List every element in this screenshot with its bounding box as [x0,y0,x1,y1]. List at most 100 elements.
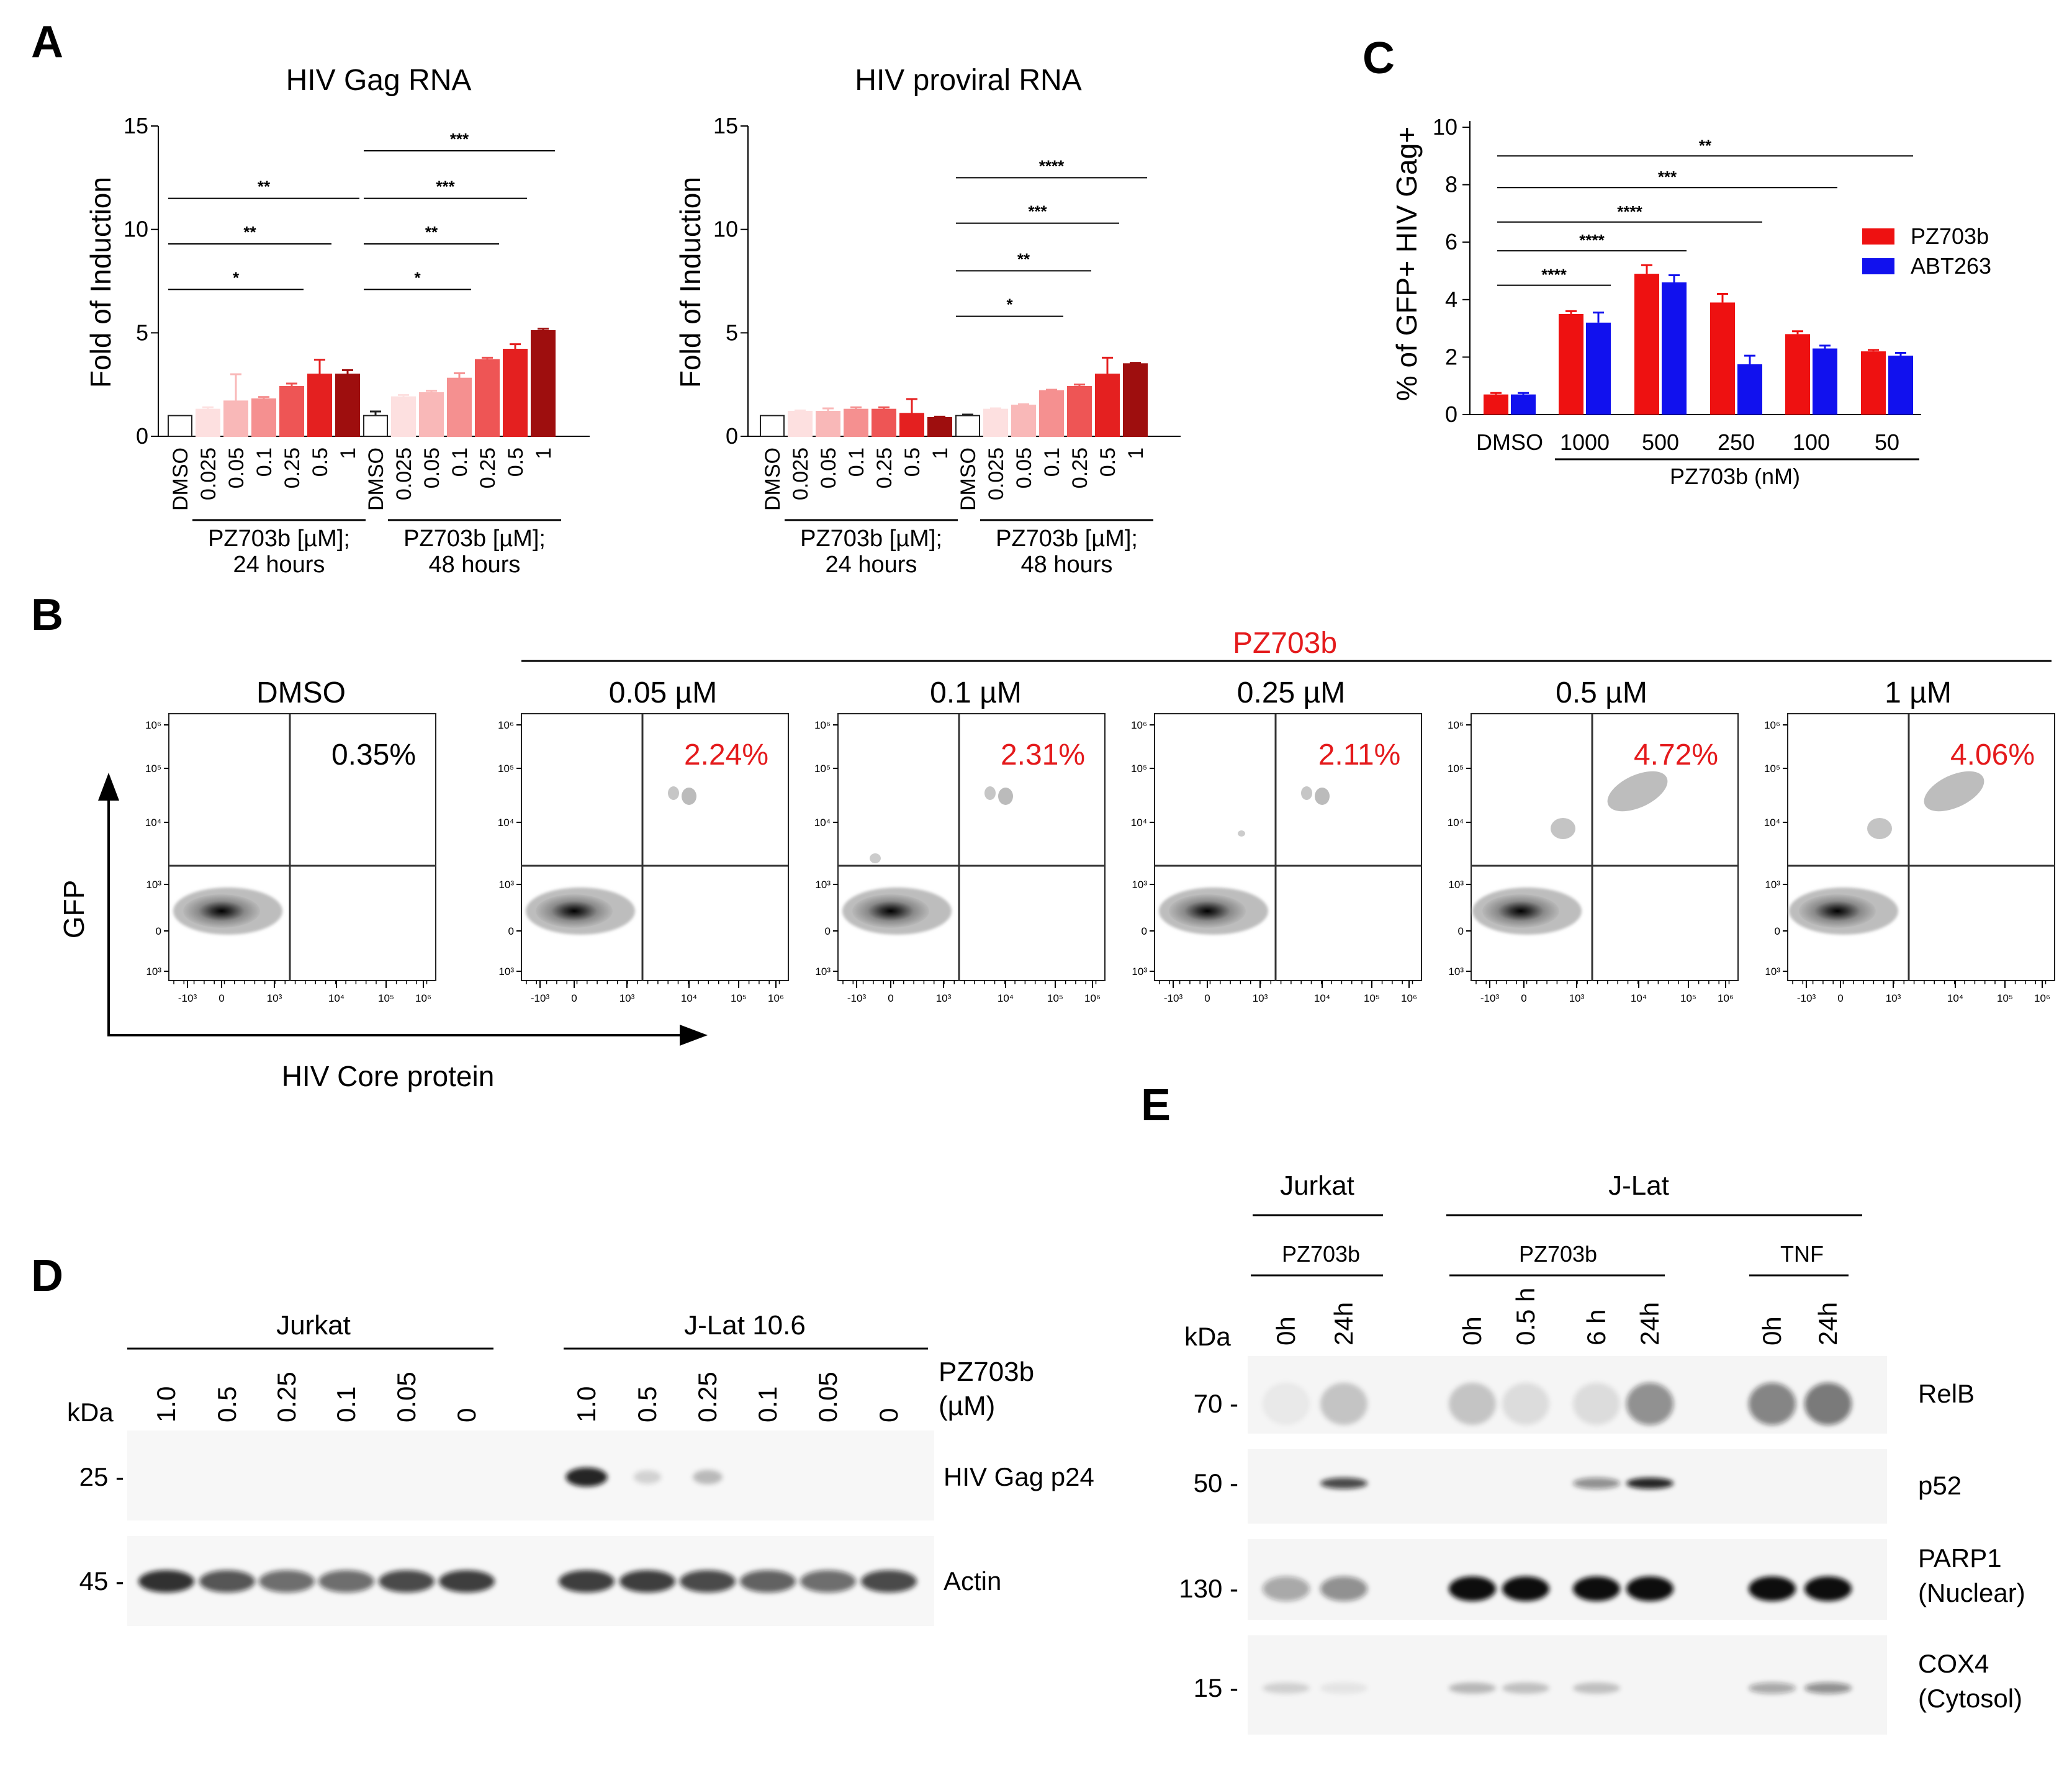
population-core [1482,894,1559,928]
lane-label: 0.25 [272,1372,301,1422]
bar [983,408,1008,438]
flow-plot-1: DMSO 0.35% 10⁶ 10⁵ 10⁴ 10³ 0 10³ -10³ 0 10³ 10⁴ 10⁵ 1… [145,676,436,1004]
blot-lanes: 1.0 0.5 0.25 0.1 0.05 0 1.0 0.5 0.25 0.1 0.05 0 25 -… [79,1372,1094,1626]
x-category-label: 1 [336,447,360,459]
protein-band [1749,1682,1796,1694]
bar [1039,390,1064,438]
x-category-label: 0.05 [817,447,840,488]
y-tick-label: 10³ [1765,879,1780,891]
molecular-weight-marker: 45 - [79,1566,124,1596]
molecular-weight-marker: 70 - [1194,1389,1238,1418]
y-tick-label: 10⁵ [145,763,161,775]
protein-band [1573,1682,1620,1694]
bar [899,413,924,437]
x-category-label: 250 [1718,429,1755,455]
positive-population [998,788,1013,805]
x-category-label: 100 [1793,429,1830,455]
bar [1011,405,1036,437]
bar [531,330,556,437]
y-tick-label: 5 [136,320,148,345]
y-tick-label: 8 [1445,172,1457,197]
y-tick-label: 10⁴ [145,817,161,829]
y-tick-label: 10³ [146,879,161,891]
flow-plot-4: 0.25 µM 2.11% 10⁶ 10⁵ 10⁴ 10³ 0 10³ -10³ 0 10³ 10⁴ 1… [1131,676,1422,1004]
positive-population [1301,786,1312,800]
y-tick-label: 10⁴ [814,817,831,829]
lane-label: 0h [1757,1316,1786,1345]
quadrant-percentage: 0.35% [331,739,416,771]
positive-population [1551,818,1575,839]
protein-band [1804,1682,1852,1694]
x-tick-label: 10⁵ [378,992,394,1004]
significance-label: *** [436,177,455,196]
y-tick-label: 10³ [498,879,514,891]
plot-frame [837,713,1106,981]
group-label: PZ703b [µM]; [208,526,350,552]
bar [391,396,416,438]
y-tick-label: 10 [124,217,148,242]
bar [844,408,868,438]
x-category-label: DMSO [1476,429,1543,455]
x-category-label: 0.025 [984,447,1008,500]
protein-label: COX4 [1918,1649,1989,1678]
y-axis-label: Fold of Induction [84,177,117,388]
bar [279,386,304,437]
gfp-axis-label: GFP [58,880,90,939]
significance-label: **** [1039,156,1065,175]
panel-label-d: D [31,1251,63,1301]
gfp-arrow-head [98,773,119,801]
treatment-label-tnf: TNF [1780,1241,1824,1267]
bar [196,408,220,438]
protein-band [1320,1576,1367,1601]
lane-label: 24h [1813,1302,1842,1345]
protein-band [439,1570,495,1593]
significance-label: ** [258,177,271,196]
protein-band [1502,1576,1549,1601]
protein-band [1573,1383,1620,1425]
plot-frame [1471,713,1739,981]
flow-plot-2: 0.05 µM 2.24% 10⁶ 10⁵ 10⁴ 10³ 0 10³ -10³ 0 10³ 10⁴ 1… [498,676,789,1004]
y-tick-label: 10 [713,217,738,242]
x-category-label: 0.05 [225,447,248,488]
lane-label: 0.1 [331,1386,361,1422]
molecular-weight-marker: 130 - [1179,1574,1238,1603]
x-category-label: 0.05 [1012,447,1036,488]
y-tick-label: 10³ [815,879,831,891]
legend-swatch-abt263 [1862,258,1894,274]
flow-plot-title: 1 µM [1885,676,1952,709]
positive-population [1315,788,1330,805]
y-tick-label: 10⁴ [1131,817,1147,829]
x-tick-label: 10⁵ [731,992,747,1004]
protein-label: RelB [1918,1379,1975,1408]
y-tick-label: 4 [1445,287,1457,312]
legend-swatch-pz703b [1862,228,1894,245]
bar [503,349,528,437]
lane-label: 0h [1271,1316,1300,1345]
lane-label: 0.5 [633,1386,662,1422]
positive-population [984,786,996,800]
y-tick-label: 6 [1445,229,1457,254]
protein-band [1320,1682,1367,1694]
group-label-jlat: J-Lat 10.6 [684,1310,806,1341]
lane-label: 0.5 h [1511,1288,1540,1345]
x-category-label: 0.5 [309,447,332,477]
y-tick-label: 5 [726,320,738,345]
positive-population [668,786,679,800]
x-category-label: DMSO [761,447,785,511]
x-tick-label: -10³ [178,992,197,1004]
group-label: 24 hours [233,552,325,578]
protein-band [1502,1682,1549,1694]
y-axis-label: Fold of Induction [674,177,706,388]
protein-band [1749,1576,1796,1601]
bar-pz703b [1484,394,1508,415]
protein-band [619,1570,675,1593]
x-tick-label: 10⁵ [1997,992,2013,1004]
x-tick-label: -10³ [1480,992,1500,1004]
y-tick-label: 10³ [1448,966,1464,977]
x-tick-label: 10⁴ [1314,992,1330,1004]
x-category-label: 1 [1124,447,1148,459]
x-tick-label: 10³ [267,992,282,1004]
